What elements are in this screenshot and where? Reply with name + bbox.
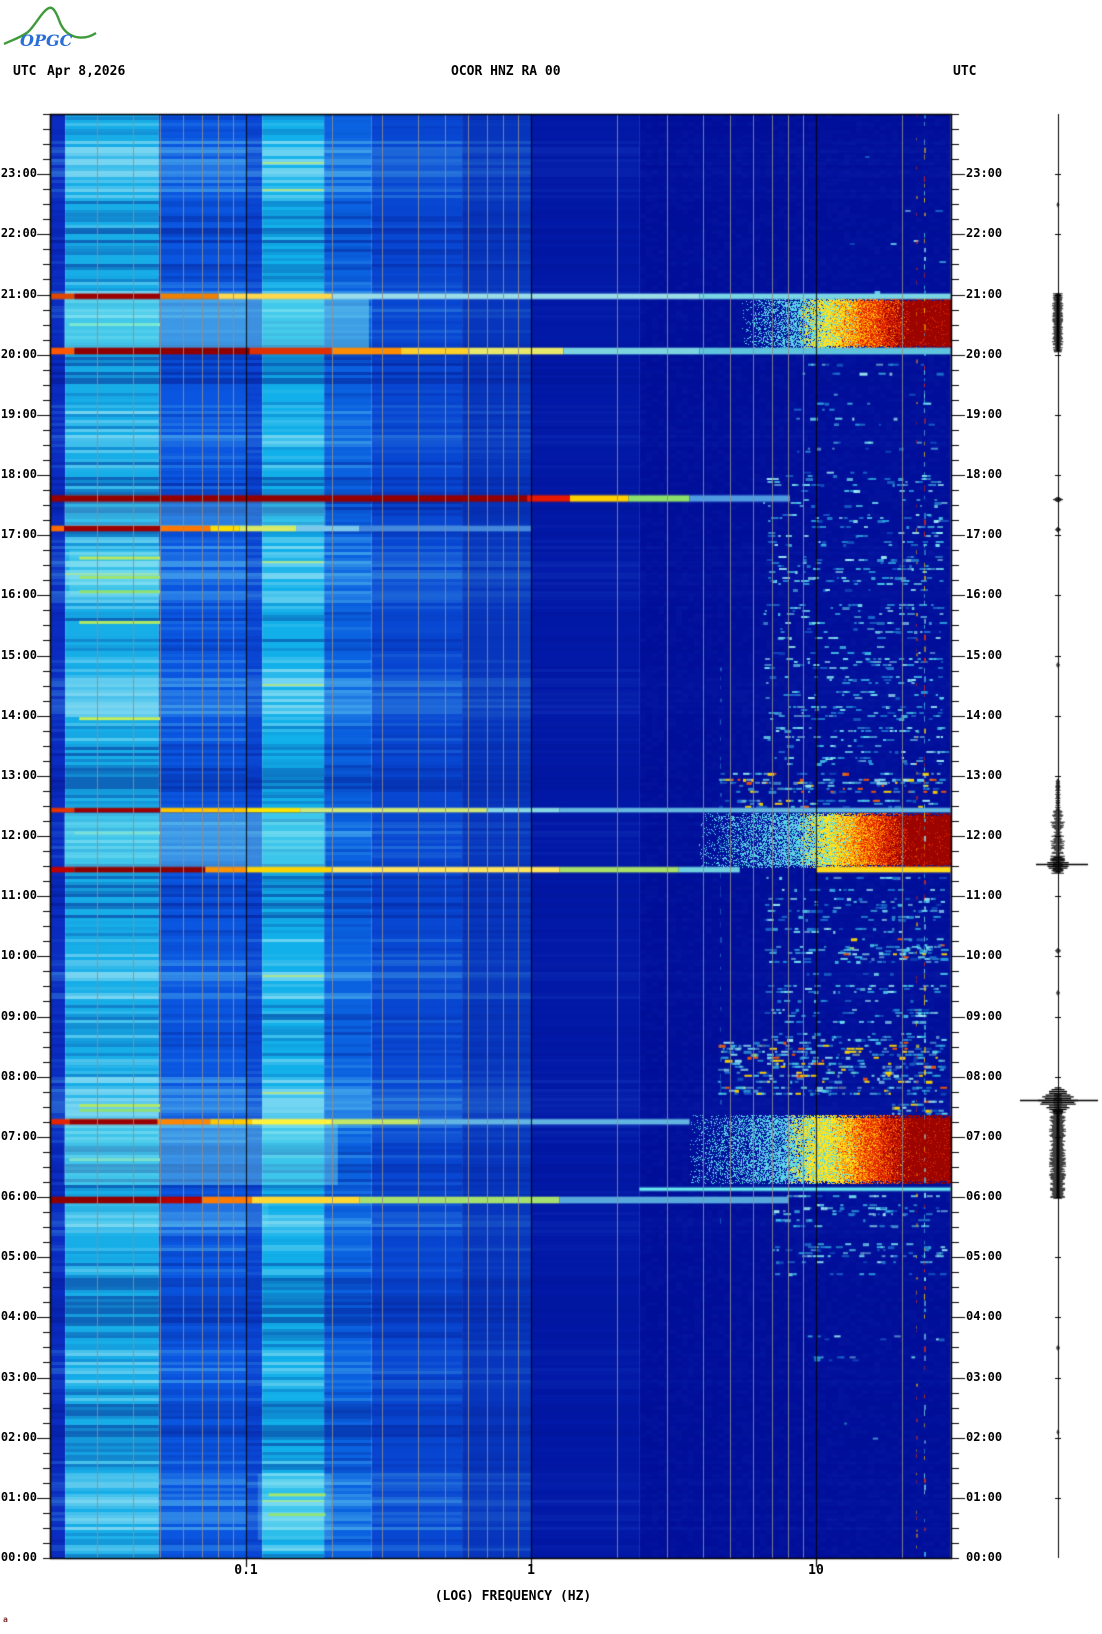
hour-label-left: 14:00 [0,707,37,722]
opgc-logo: OPGC [3,6,97,50]
hour-label-left: 23:00 [0,166,37,181]
hour-label-right: 16:00 [966,587,1003,602]
hour-label-right: 05:00 [966,1249,1003,1264]
hour-label-left: 21:00 [0,286,37,301]
hour-label-left: 10:00 [0,948,37,963]
hour-label-left: 07:00 [0,1128,37,1143]
freq-tick-label: 1 [527,1563,535,1578]
hour-label-right: 13:00 [966,767,1003,782]
hour-label-right: 19:00 [966,406,1003,421]
hour-label-right: 03:00 [966,1369,1003,1384]
hour-label-right: 21:00 [966,286,1003,301]
hour-label-right: 10:00 [966,948,1003,963]
hour-label-right: 23:00 [966,166,1003,181]
hour-label-right: 07:00 [966,1128,1003,1143]
hour-label-left: 02:00 [0,1429,37,1444]
hour-label-right: 08:00 [966,1068,1003,1083]
hour-label-left: 20:00 [0,346,37,361]
hour-label-left: 12:00 [0,828,37,842]
hour-label-left: 22:00 [0,226,37,241]
hour-label-left: 09:00 [0,1008,37,1023]
corner-mark: a [3,1615,8,1624]
logo-text: OPGC [20,31,73,50]
hour-label-right: 01:00 [966,1489,1003,1504]
hour-label-left: 05:00 [0,1249,37,1264]
hour-label-right: 06:00 [966,1189,1003,1203]
hour-label-right: 04:00 [966,1309,1003,1324]
hour-label-left: 11:00 [0,888,37,903]
hour-label-right: 20:00 [966,346,1003,361]
hour-label-left: 08:00 [0,1068,37,1083]
x-axis-title: (LOG) FREQUENCY (HZ) [434,1589,592,1604]
utc-label-left: UTC [13,64,37,79]
hour-label-right: 09:00 [966,1008,1003,1023]
hour-label-left: 04:00 [0,1309,37,1324]
hour-label-left: 13:00 [0,767,37,782]
logo-mountain-icon [3,6,97,46]
hour-label-right: 02:00 [966,1429,1003,1444]
hour-label-left: 17:00 [0,527,37,542]
hour-label-right: 18:00 [966,467,1003,481]
hour-label-left: 06:00 [0,1189,37,1203]
hour-label-left: 19:00 [0,406,37,421]
hour-label-left: 03:00 [0,1369,37,1384]
hour-label-right: 11:00 [966,888,1003,903]
station-title: OCOR HNZ RA 00 [451,64,561,79]
hour-label-left: 00:00 [0,1550,37,1564]
hour-label-right: 17:00 [966,527,1003,542]
hour-label-right: 12:00 [966,828,1003,842]
freq-tick-label: 10 [808,1563,824,1578]
date-label: Apr 8,2026 [47,64,126,79]
hour-label-right: 14:00 [966,707,1003,722]
hour-label-left: 01:00 [0,1489,37,1504]
hour-label-right: 00:00 [966,1550,1003,1564]
hour-label-left: 16:00 [0,587,37,602]
hour-label-right: 22:00 [966,226,1003,241]
hour-label-left: 15:00 [0,647,37,662]
hour-label-left: 18:00 [0,467,37,481]
hour-label-right: 15:00 [966,647,1003,662]
freq-tick-label: 0.1 [234,1563,258,1578]
utc-label-right: UTC [953,64,977,79]
